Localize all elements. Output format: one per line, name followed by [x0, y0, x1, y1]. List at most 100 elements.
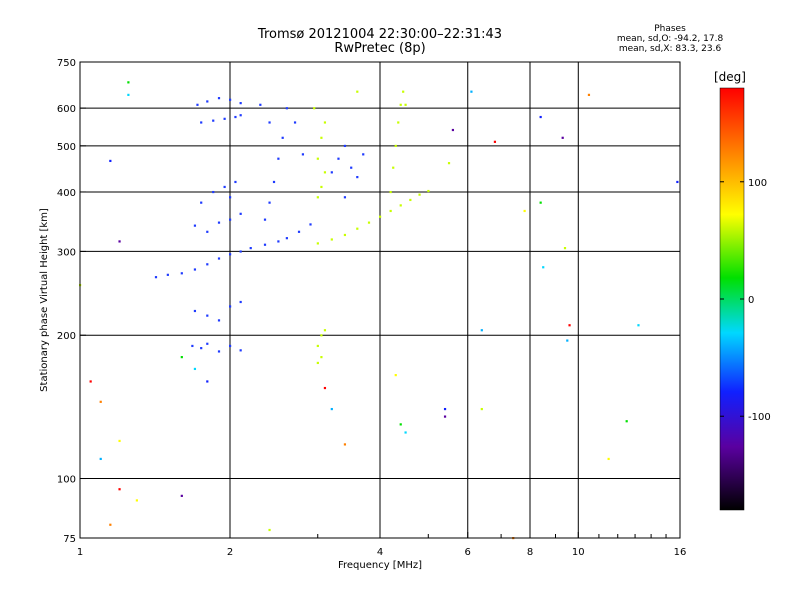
- echo-point: [249, 247, 252, 250]
- y-tick-label: 75: [63, 534, 76, 545]
- echo-point: [135, 499, 138, 502]
- echo-point: [343, 144, 347, 148]
- echo-point: [193, 367, 197, 371]
- echo-point: [470, 90, 473, 93]
- echo-point: [404, 431, 407, 434]
- echo-point: [239, 250, 242, 253]
- echo-point: [480, 329, 483, 332]
- chart-subtitle: RwPretec (8p): [334, 41, 426, 56]
- echo-point: [268, 121, 271, 124]
- echo-point: [323, 121, 327, 124]
- echo-point: [239, 114, 242, 117]
- echo-point: [118, 240, 121, 243]
- echo-point: [409, 198, 412, 202]
- echo-point: [206, 230, 209, 233]
- echo-point: [89, 380, 92, 383]
- echo-point: [389, 190, 392, 194]
- echo-point: [191, 344, 194, 348]
- echo-point: [301, 153, 305, 156]
- echo-point: [323, 329, 327, 332]
- echo-point: [563, 247, 567, 250]
- echo-point: [320, 334, 323, 337]
- echo-point: [343, 233, 347, 237]
- echo-point: [418, 193, 421, 196]
- chart-title: Tromsø 20121004 22:30:00–22:31:43: [257, 27, 503, 42]
- x-axis: 1 2 4 6 8 10 16: [77, 532, 686, 558]
- echo-point: [166, 273, 169, 276]
- echo-point: [316, 242, 319, 245]
- echo-point: [193, 224, 197, 227]
- phase-stats-heading: Phases: [654, 24, 686, 34]
- echo-point: [109, 159, 112, 163]
- x-tick-label: 1: [77, 547, 83, 558]
- echo-point: [607, 457, 610, 461]
- echo-point: [206, 100, 209, 103]
- echo-point: [180, 356, 183, 359]
- y-tick-label: 600: [57, 104, 76, 115]
- echo-point: [234, 115, 237, 119]
- echo-point: [330, 238, 333, 241]
- phase-stats-o-mode: mean, sd,O: -94.2, 17.8: [616, 34, 724, 44]
- echo-point: [316, 157, 319, 160]
- x-tick-label: 4: [377, 547, 383, 558]
- echo-point: [320, 356, 323, 359]
- echo-point: [223, 185, 226, 189]
- echo-point: [443, 407, 447, 411]
- echo-point: [313, 107, 316, 110]
- echo-point: [206, 314, 209, 317]
- phase-stats-x-mode: mean, sd,X: 83.3, 23.6: [618, 44, 722, 54]
- echo-point: [399, 103, 402, 106]
- echo-point: [223, 117, 226, 120]
- echo-point: [447, 162, 451, 165]
- echo-point: [200, 201, 203, 204]
- echo-point: [281, 136, 284, 139]
- echo-point: [587, 93, 591, 96]
- echo-point: [229, 305, 232, 308]
- echo-point: [268, 201, 271, 204]
- echo-point: [323, 386, 327, 390]
- echo-point: [277, 240, 280, 243]
- echo-point: [200, 347, 203, 350]
- echo-point: [356, 90, 359, 93]
- echo-point: [268, 528, 271, 532]
- echo-point: [212, 119, 215, 122]
- y-axis: 75 100 200 300 400 500 600 750: [57, 58, 86, 545]
- echo-point: [480, 407, 483, 411]
- echo-point: [229, 98, 232, 101]
- echo-point: [399, 423, 402, 426]
- echo-point: [316, 361, 319, 365]
- colorbar-tick-label: 100: [748, 178, 767, 189]
- echo-point: [180, 272, 183, 275]
- echo-point: [193, 309, 197, 313]
- y-axis-label: Stationary phase Virtual Height [km]: [39, 208, 50, 392]
- echo-point: [200, 121, 203, 124]
- echo-point: [180, 494, 183, 497]
- echo-point: [330, 407, 333, 411]
- echo-point: [404, 103, 407, 106]
- echo-point: [392, 166, 395, 169]
- echo-point: [343, 443, 347, 446]
- echo-point: [539, 115, 542, 119]
- echo-point: [443, 415, 447, 418]
- echo-point: [229, 218, 232, 221]
- echo-point: [379, 215, 382, 218]
- echo-point: [362, 153, 365, 156]
- echo-point: [285, 107, 288, 110]
- echo-point: [356, 227, 359, 230]
- colorbar-ticks: 100 0 -100: [720, 178, 771, 423]
- y-tick-label: 400: [57, 188, 76, 199]
- echo-point: [350, 166, 353, 169]
- echo-point: [239, 349, 242, 352]
- echo-point: [561, 136, 564, 139]
- echo-point: [99, 457, 102, 461]
- echo-point: [427, 189, 430, 193]
- echo-point: [217, 221, 221, 224]
- echo-point: [309, 223, 312, 226]
- echo-point: [367, 221, 371, 224]
- echo-point: [263, 243, 267, 246]
- y-tick-label: 100: [57, 475, 76, 486]
- echo-point: [206, 380, 209, 383]
- echo-point: [337, 157, 340, 160]
- echo-point: [676, 180, 679, 184]
- echo-point: [212, 190, 215, 194]
